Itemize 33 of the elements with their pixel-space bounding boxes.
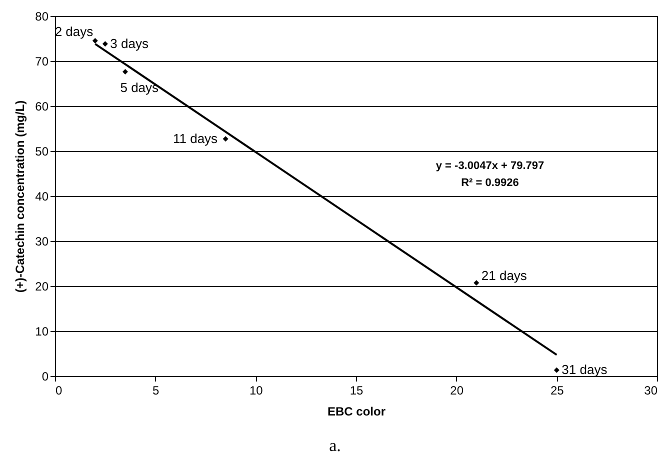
x-tick-label: 0: [56, 384, 62, 398]
x-tick-label: 5: [152, 384, 160, 398]
x-tick-label: 15: [350, 384, 364, 398]
annotation: 2 days: [54, 24, 94, 39]
annotation: 3 days: [110, 36, 149, 51]
y-tick-label: 50: [35, 144, 49, 158]
annotation: 31 days: [562, 362, 608, 378]
x-tick-label: 20: [450, 384, 464, 398]
point: [222, 136, 228, 142]
point: [92, 38, 98, 44]
point: [474, 280, 480, 286]
y-axis-title: (+)-Catechin concentration (mg/L): [13, 100, 28, 293]
y-tick-label: 0: [42, 370, 49, 384]
annotation: R² = 0.9926: [461, 177, 519, 189]
x-tick-label: 30: [644, 384, 658, 398]
text: a.: [328, 436, 342, 456]
y-tick-label: 30: [35, 234, 49, 248]
annotation: 5 days: [120, 80, 160, 95]
point: [102, 41, 108, 47]
x-tick-label: 10: [249, 384, 264, 398]
annotation: y = -3.0047x + 79.797: [436, 160, 544, 172]
y-tick-label: 60: [35, 100, 49, 114]
point: [122, 69, 128, 75]
x-tick-label: 25: [550, 384, 564, 398]
y-tick-label: 80: [35, 10, 49, 24]
annotation: 11 days: [172, 130, 218, 146]
x-axis-title: EBC color: [327, 404, 386, 418]
annotation: 21 days: [481, 268, 528, 283]
y-tick-label: 70: [35, 54, 49, 68]
y-tick-label: 20: [35, 280, 49, 294]
y-tick-label: 10: [35, 324, 49, 338]
y-tick-label: 40: [35, 190, 49, 204]
point: [554, 367, 560, 373]
